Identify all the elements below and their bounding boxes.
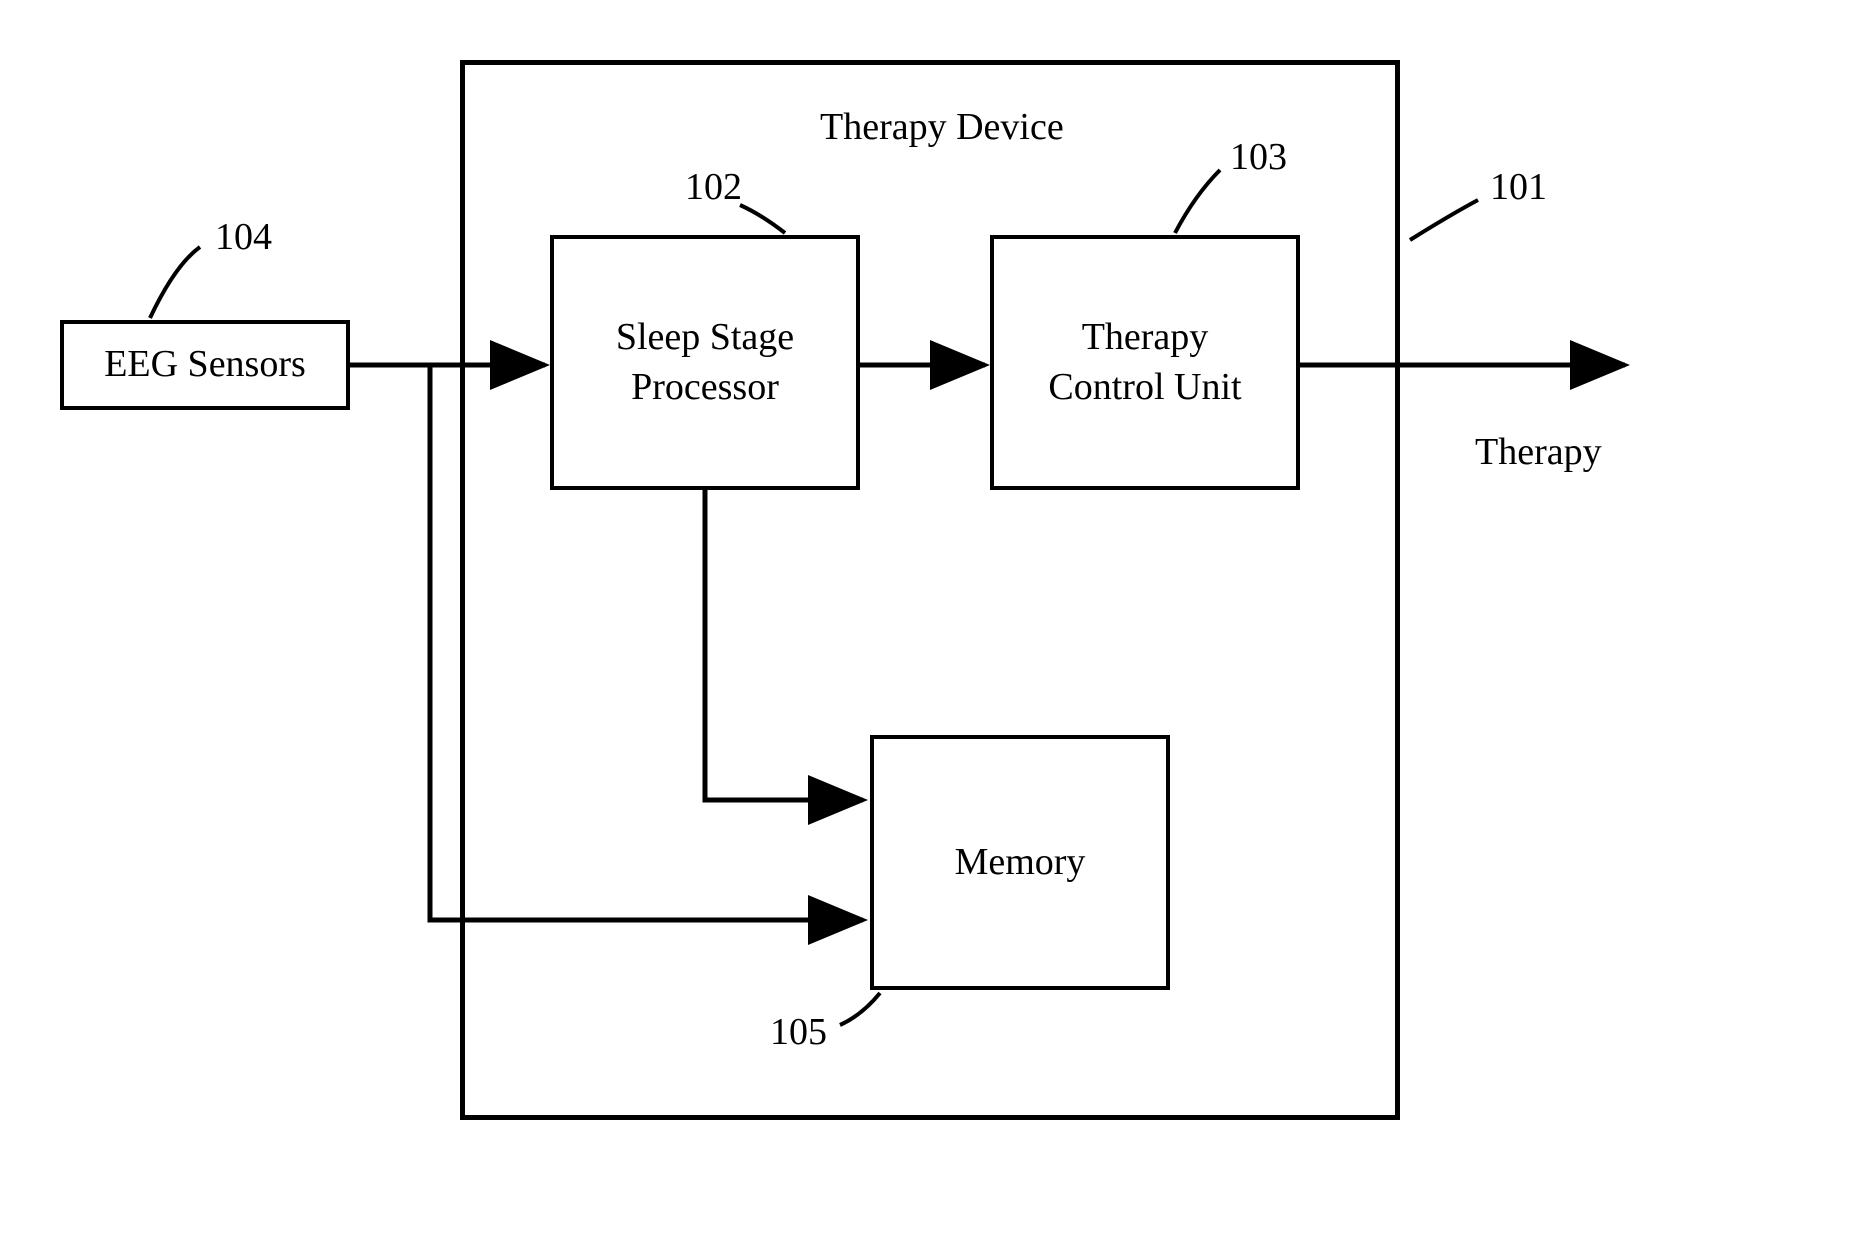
sleep-stage-box: Sleep Stage Processor <box>550 235 860 490</box>
eeg-sensors-text: EEG Sensors <box>104 340 306 389</box>
therapy-output-label: Therapy <box>1475 430 1602 474</box>
ref-103: 103 <box>1230 135 1287 179</box>
therapy-control-text: Therapy Control Unit <box>1048 313 1241 412</box>
ref-104: 104 <box>215 215 272 259</box>
therapy-control-box: Therapy Control Unit <box>990 235 1300 490</box>
eeg-sensors-box: EEG Sensors <box>60 320 350 410</box>
therapy-device-label: Therapy Device <box>820 105 1064 149</box>
ref-102: 102 <box>685 165 742 209</box>
memory-box: Memory <box>870 735 1170 990</box>
memory-text: Memory <box>955 838 1086 887</box>
block-diagram: Therapy Device EEG Sensors Sleep Stage P… <box>0 0 1856 1243</box>
ref-105: 105 <box>770 1010 827 1054</box>
leader-101 <box>1410 200 1478 240</box>
leader-104 <box>150 247 200 318</box>
ref-101: 101 <box>1490 165 1547 209</box>
sleep-stage-text: Sleep Stage Processor <box>616 313 794 412</box>
